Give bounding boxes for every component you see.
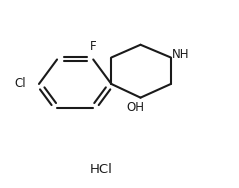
Text: F: F bbox=[90, 40, 97, 53]
Text: NH: NH bbox=[172, 48, 190, 61]
Text: HCl: HCl bbox=[89, 163, 112, 176]
Text: Cl: Cl bbox=[15, 77, 26, 89]
Text: OH: OH bbox=[126, 101, 145, 114]
